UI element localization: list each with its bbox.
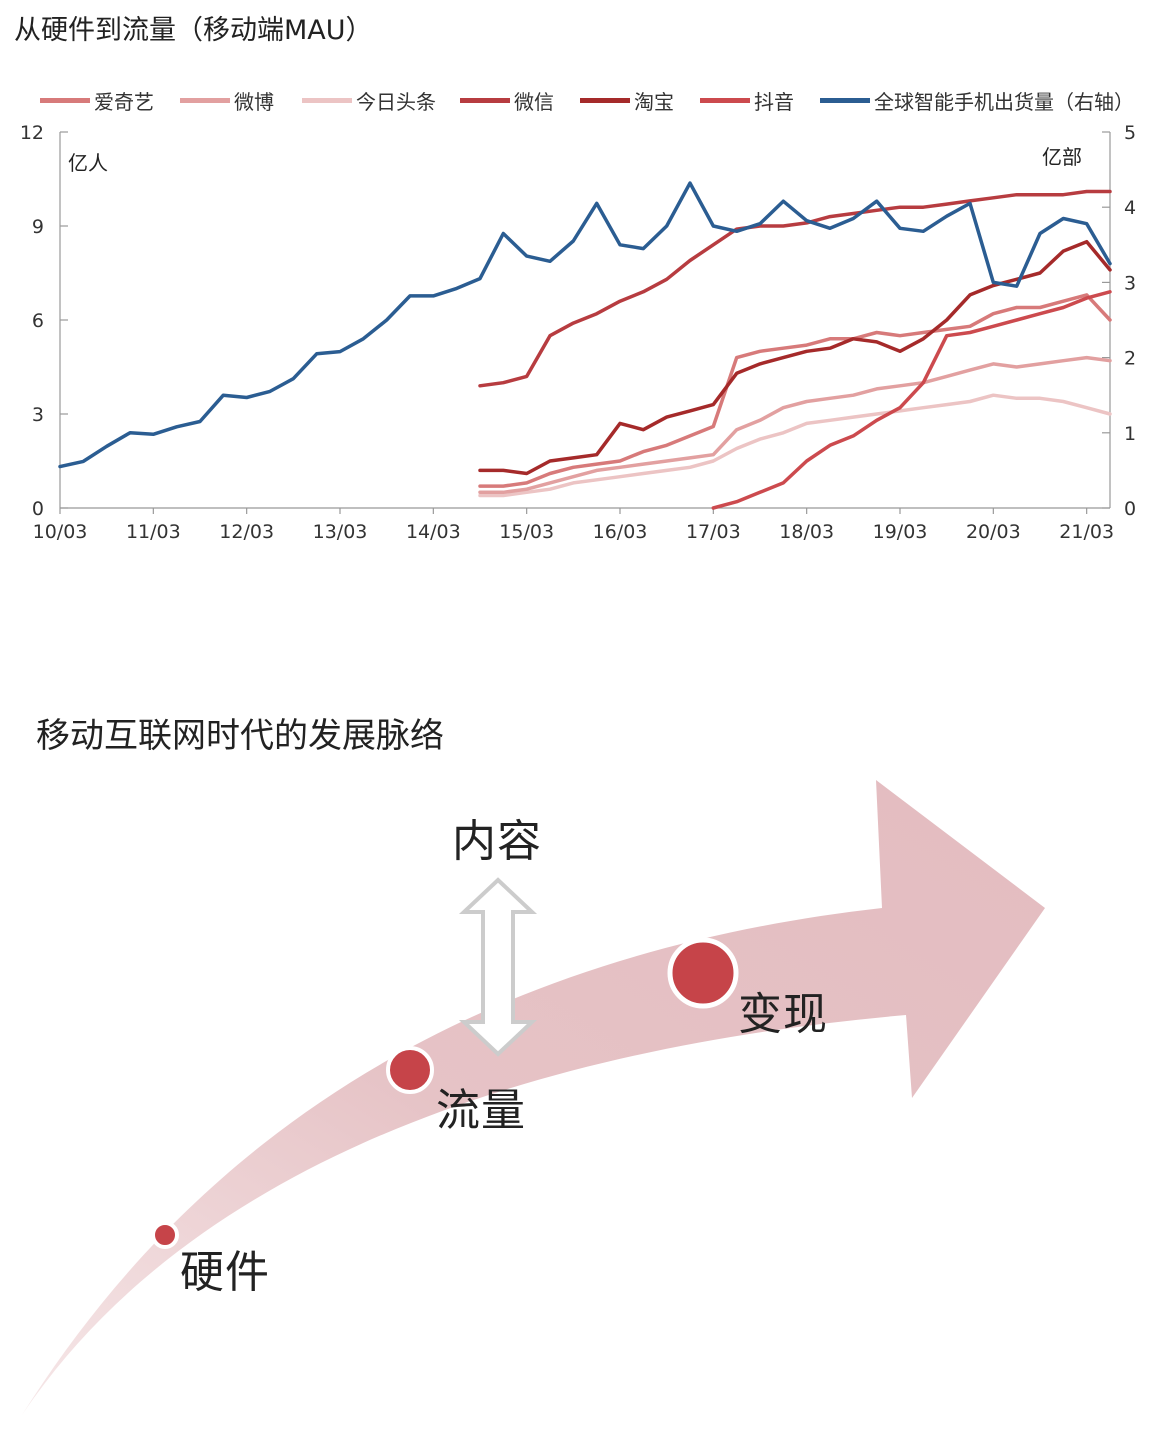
legend-item: 抖音	[700, 86, 794, 115]
legend-label: 抖音	[754, 90, 794, 114]
series-line-0	[478, 293, 1112, 488]
legend-label: 微博	[234, 90, 274, 114]
series-line-5	[711, 290, 1112, 510]
stage-label-hardware: 硬件	[180, 1247, 270, 1298]
legend-item: 今日头条	[302, 86, 436, 115]
right-axis-tick-label: 3	[1124, 272, 1136, 294]
x-axis-tick-label: 10/03	[33, 521, 88, 543]
legend-item: 全球智能手机出货量（右轴）	[820, 86, 1134, 115]
legend-label: 微信	[514, 90, 554, 114]
x-axis-tick-label: 13/03	[313, 521, 368, 543]
right-axis-tick-label: 0	[1124, 498, 1136, 520]
hardware-dot	[151, 1221, 179, 1249]
legend-label: 爱奇艺	[94, 90, 154, 114]
stage-label-content: 内容	[452, 816, 542, 867]
legend-swatch	[700, 98, 750, 103]
legend-swatch	[302, 98, 352, 103]
series-line-1	[478, 355, 1112, 495]
left-axis-tick-label: 6	[32, 310, 44, 332]
x-axis-tick-label: 16/03	[593, 521, 648, 543]
right-axis-tick-label: 2	[1124, 348, 1136, 370]
series-line-2	[478, 393, 1112, 498]
right-axis-tick-label: 4	[1124, 197, 1136, 219]
legend-label: 今日头条	[356, 90, 436, 114]
diagram-title: 移动互联网时代的发展脉络	[36, 716, 444, 756]
left-axis-tick-label: 0	[32, 498, 44, 520]
content-double-arrow	[458, 877, 538, 1057]
legend-swatch	[40, 98, 90, 103]
series-line-3	[478, 189, 1112, 388]
left-axis-tick-label: 3	[32, 404, 44, 426]
right-axis-tick-label: 1	[1124, 423, 1136, 445]
stage-label-monetize: 变现	[738, 989, 828, 1040]
x-axis-tick-label: 18/03	[779, 521, 834, 543]
x-axis-tick-label: 15/03	[499, 521, 554, 543]
legend-item: 淘宝	[580, 86, 674, 115]
legend-item: 爱奇艺	[40, 86, 154, 115]
series-line-6	[58, 181, 1112, 469]
legend-swatch	[580, 98, 630, 103]
right-axis-unit: 亿部	[1042, 145, 1082, 169]
legend-swatch	[820, 98, 870, 103]
growth-arrow	[22, 780, 1045, 1415]
legend-item: 微信	[460, 86, 554, 115]
x-axis-tick-label: 12/03	[219, 521, 274, 543]
left-axis-unit: 亿人	[68, 151, 108, 175]
x-axis-tick-label: 17/03	[686, 521, 741, 543]
legend-swatch	[460, 98, 510, 103]
chart-legend: 爱奇艺 微博 今日头条 微信 淘宝 抖音 全球智能手机出货量（右轴）	[40, 86, 1150, 116]
chart-title: 从硬件到流量（移动端MAU）	[14, 15, 373, 46]
legend-label: 淘宝	[634, 90, 674, 114]
monetize-dot	[667, 937, 739, 1009]
x-axis-tick-label: 19/03	[873, 521, 928, 543]
left-axis-tick-label: 12	[20, 122, 44, 144]
right-axis-tick-label: 5	[1124, 122, 1136, 144]
x-axis-tick-label: 20/03	[966, 521, 1021, 543]
legend-item: 微博	[180, 86, 274, 115]
legend-label: 全球智能手机出货量（右轴）	[874, 90, 1134, 114]
x-axis-tick-label: 14/03	[406, 521, 461, 543]
legend-swatch	[180, 98, 230, 103]
traffic-dot	[386, 1046, 434, 1094]
series-line-4	[478, 239, 1112, 476]
x-axis-tick-label: 21/03	[1059, 521, 1114, 543]
development-arrow-diagram	[22, 780, 1045, 1415]
left-axis-tick-label: 9	[32, 216, 44, 238]
stage-label-traffic: 流量	[436, 1085, 526, 1136]
x-axis-tick-label: 11/03	[126, 521, 181, 543]
